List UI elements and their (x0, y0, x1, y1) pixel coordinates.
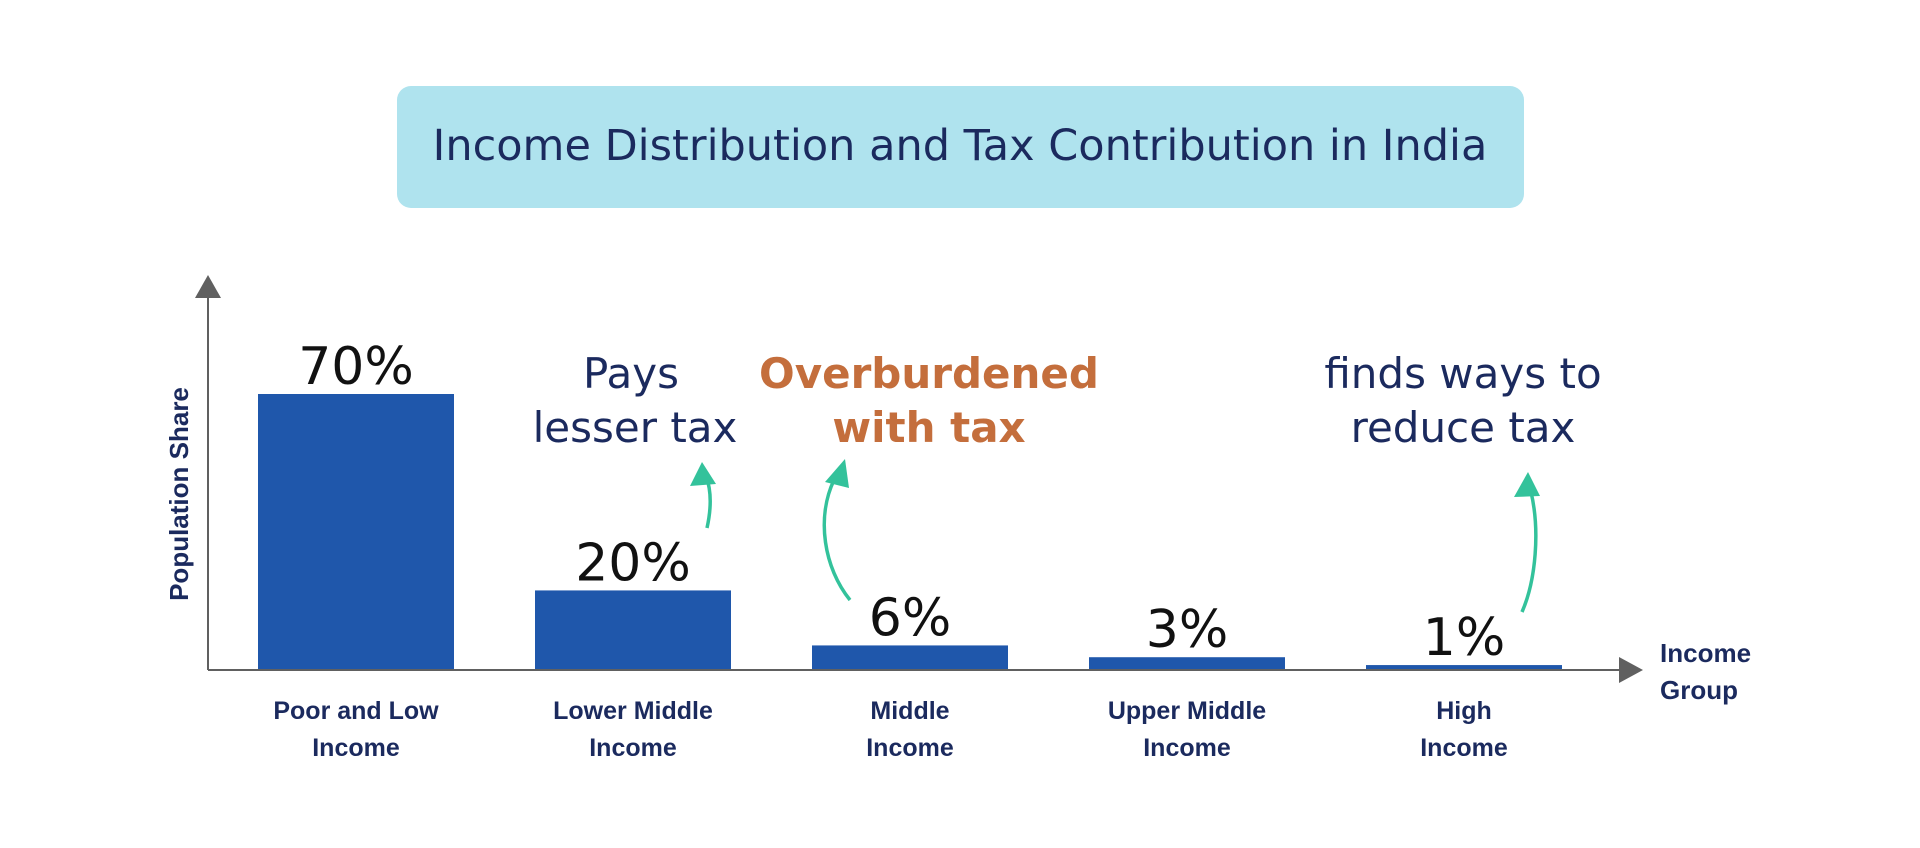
title-box-background (397, 86, 1524, 208)
x-axis-label-line-2: Group (1660, 675, 1738, 705)
category-label-2-line-1: Middle (870, 697, 949, 725)
annotation-overburdened-line-2: with tax (832, 403, 1025, 452)
annotation-reduce-tax-line-2: reduce tax (1351, 403, 1576, 452)
annotation-overburdened-arrowhead (825, 459, 849, 488)
value-labels-layer: 70% 20% 6% 3% 1% (298, 337, 1505, 668)
chart-title: Income Distribution and Tax Contribution… (433, 121, 1488, 171)
x-axis-label: Income Group (1660, 638, 1751, 705)
category-label-4-line-1: High (1436, 697, 1492, 725)
annotation-overburdened-line-1: Overburdened (759, 349, 1099, 398)
y-axis-label: Population Share (164, 387, 194, 601)
annotation-lesser-tax-line-1: Pays (583, 349, 679, 398)
annotation-overburdened-arrow (822, 479, 852, 602)
category-label-4-line-2: Income (1420, 734, 1508, 762)
value-label-2: 6% (869, 588, 952, 648)
bar-1 (535, 590, 731, 669)
x-axis-label-line-1: Income (1660, 638, 1751, 668)
x-axis-arrowhead (1619, 657, 1643, 683)
axes (195, 275, 1643, 683)
category-labels-layer: Poor and Low Income Lower Middle Income Midd… (273, 697, 1507, 762)
category-label-0-line-1: Poor and Low (273, 697, 439, 725)
bar-2 (812, 645, 1008, 669)
category-label-1-line-2: Income (589, 734, 677, 762)
annotation-lesser-tax: Pays lesser tax (533, 349, 738, 529)
annotation-reduce-tax-arrowhead (1514, 472, 1540, 497)
bar-4 (1366, 665, 1562, 669)
bar-0 (258, 394, 454, 669)
category-label-2-line-2: Income (866, 734, 954, 762)
value-label-3: 3% (1146, 600, 1229, 660)
annotation-reduce-tax: finds ways to reduce tax (1324, 349, 1602, 613)
category-label-0-line-2: Income (312, 734, 400, 762)
annotation-lesser-tax-arrowhead (690, 462, 716, 486)
annotation-reduce-tax-line-1: finds ways to (1324, 349, 1601, 398)
bars-layer (258, 394, 1562, 669)
annotation-lesser-tax-line-2: lesser tax (533, 403, 738, 452)
chart-title-box: Income Distribution and Tax Contribution… (397, 86, 1524, 208)
annotations: Pays lesser tax Overburdened with tax fi… (533, 349, 1602, 613)
category-label-1-line-1: Lower Middle (553, 697, 713, 725)
value-label-1: 20% (575, 533, 691, 593)
value-label-0: 70% (298, 337, 414, 397)
annotation-overburdened: Overburdened with tax (759, 349, 1099, 602)
category-label-3-line-2: Income (1143, 734, 1231, 762)
bar-3 (1089, 657, 1285, 669)
y-axis-arrowhead (195, 275, 221, 298)
value-label-4: 1% (1423, 608, 1506, 668)
annotation-reduce-tax-arrow (1520, 491, 1538, 613)
category-label-3-line-1: Upper Middle (1108, 697, 1266, 725)
